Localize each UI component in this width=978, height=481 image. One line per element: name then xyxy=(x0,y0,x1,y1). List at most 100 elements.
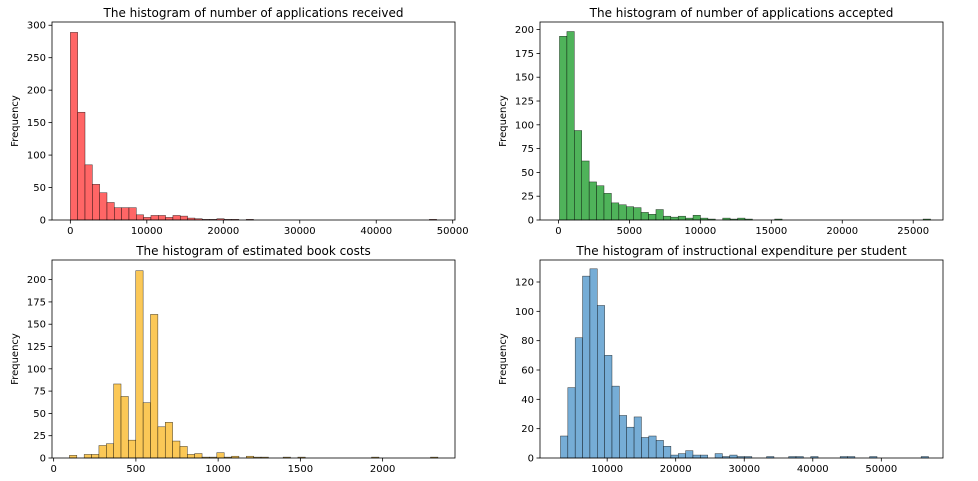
histogram-bar xyxy=(106,443,114,459)
histogram-bar xyxy=(633,416,642,459)
histogram-bar xyxy=(700,454,708,459)
histogram-bar xyxy=(589,268,598,459)
histogram-bar xyxy=(692,454,701,459)
x-tick-label: 5000 xyxy=(617,226,642,237)
x-tick-label: 30000 xyxy=(728,464,760,475)
histogram-bar xyxy=(640,212,649,221)
y-tick-label: 125 xyxy=(27,342,46,353)
histogram-bar xyxy=(663,446,672,459)
histogram-bar xyxy=(98,445,107,459)
histogram-bar xyxy=(187,454,195,459)
histogram-bar xyxy=(597,305,605,459)
x-tick-label: 10000 xyxy=(684,226,716,237)
y-tick-label: 200 xyxy=(27,86,46,97)
histogram-bar xyxy=(626,426,635,459)
x-tick-label: 15000 xyxy=(755,226,787,237)
x-tick-label: 0 xyxy=(67,226,73,237)
histogram-bar xyxy=(566,31,575,221)
axes-frame xyxy=(51,259,456,459)
histogram-bar xyxy=(106,202,115,221)
y-tick-label: 25 xyxy=(33,431,46,442)
y-axis-label: Frequency xyxy=(10,95,21,147)
x-tick-label: 50000 xyxy=(437,226,469,237)
y-tick-label: 200 xyxy=(27,275,46,286)
y-tick-label: 100 xyxy=(27,364,46,375)
x-tick-label: 40000 xyxy=(797,464,829,475)
histogram-bar xyxy=(670,216,679,221)
y-tick-label: 0 xyxy=(528,216,534,227)
chart-title: The histogram of instructional expenditu… xyxy=(575,244,907,258)
histogram-bar xyxy=(120,396,129,459)
histogram-bar xyxy=(216,452,225,459)
x-tick-label: 50000 xyxy=(865,464,897,475)
histogram-bar xyxy=(685,450,694,459)
histogram-bar xyxy=(83,454,92,459)
histogram-bar xyxy=(121,207,130,221)
histogram-bar xyxy=(69,455,78,459)
y-tick-label: 150 xyxy=(27,320,46,331)
histogram-bar xyxy=(136,214,144,221)
y-tick-label: 25 xyxy=(521,192,534,203)
histogram-bar xyxy=(567,387,576,459)
histogram-bar xyxy=(150,314,159,459)
histogram-bar xyxy=(692,214,701,221)
histogram-bar xyxy=(582,275,591,459)
histogram-bar xyxy=(70,32,78,221)
histogram-bar xyxy=(677,453,686,459)
histogram-bar xyxy=(99,192,108,221)
histogram-bar xyxy=(641,437,650,459)
histogram-bar xyxy=(559,36,568,221)
y-tick-label: 200 xyxy=(515,25,534,36)
histogram-bar xyxy=(91,454,100,459)
histogram-bar xyxy=(714,453,723,459)
histogram-bar xyxy=(157,426,166,459)
y-tick-label: 50 xyxy=(33,409,46,420)
y-tick-label: 75 xyxy=(521,144,534,155)
y-tick-label: 100 xyxy=(515,307,534,318)
histogram-bar xyxy=(574,337,583,459)
histogram-bar xyxy=(619,415,627,459)
histogram-bar xyxy=(670,454,679,459)
histogram-bar xyxy=(677,215,686,221)
x-tick-label: 20000 xyxy=(660,464,692,475)
x-tick-label: 0 xyxy=(555,226,561,237)
histogram-bar xyxy=(618,204,627,221)
x-tick-label: 500 xyxy=(126,464,145,475)
subplot-3: 0 500 1000 1500 2000 0 25 50 75 100 125 150 175 200 Th… xyxy=(10,244,456,475)
histogram-bar xyxy=(648,214,657,221)
histogram-bar xyxy=(194,453,203,459)
x-tick-label: 20000 xyxy=(826,226,858,237)
y-tick-label: 175 xyxy=(27,297,46,308)
histogram-bar xyxy=(729,454,738,459)
histogram-bar xyxy=(179,446,188,459)
x-tick-label: 1000 xyxy=(205,464,230,475)
y-tick-label: 20 xyxy=(521,424,534,435)
x-tick-label: 0 xyxy=(50,464,56,475)
histogram-bar xyxy=(84,164,93,221)
y-tick-label: 150 xyxy=(27,118,46,129)
histogram-bar xyxy=(596,185,605,221)
x-tick-label: 10000 xyxy=(591,464,623,475)
histogram-bar xyxy=(179,215,188,221)
y-axis-label: Frequency xyxy=(498,95,509,147)
y-axis-label: Frequency xyxy=(10,333,21,385)
histogram-bar xyxy=(604,355,613,459)
histogram-bar xyxy=(114,207,122,221)
chart-title: The histogram of number of applications … xyxy=(589,6,894,20)
y-tick-label: 0 xyxy=(40,454,46,465)
x-tick-label: 2000 xyxy=(370,464,395,475)
subplot-4: 10000 20000 30000 40000 50000 0 20 40 60 80 100 120… xyxy=(498,244,944,475)
y-tick-label: 50 xyxy=(33,183,46,194)
histogram-bar xyxy=(633,207,642,221)
histogram-bar xyxy=(588,181,597,221)
histogram-bar xyxy=(574,130,582,221)
histogram-bar xyxy=(135,270,144,459)
histogram-bar xyxy=(142,402,151,459)
histogram-bar xyxy=(158,215,166,221)
subplot-2: 0 5000 10000 15000 20000 25000 0 25 50 75 100 125 15… xyxy=(498,6,944,237)
histogram-bar xyxy=(172,215,181,221)
histogram-bar xyxy=(150,215,159,221)
histogram-bar xyxy=(603,193,612,221)
chart-title: The histogram of estimated book costs xyxy=(135,244,371,258)
